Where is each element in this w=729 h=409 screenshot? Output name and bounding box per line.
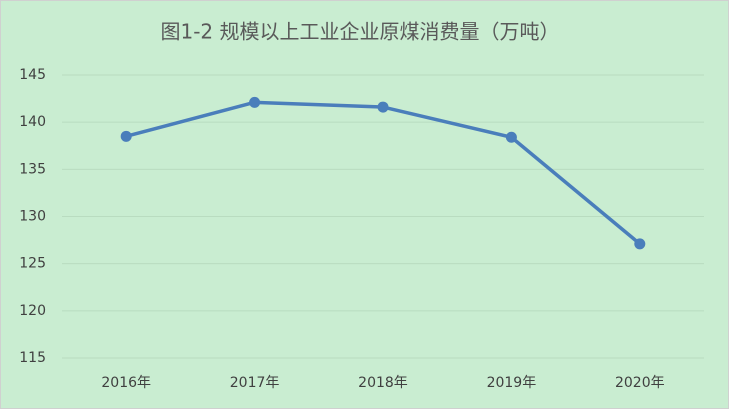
y-tick-label: 135 bbox=[19, 161, 46, 177]
marker bbox=[377, 101, 389, 113]
x-tick-label: 2016年 bbox=[101, 375, 151, 391]
y-tick-label: 130 bbox=[19, 209, 46, 225]
y-tick-label: 140 bbox=[19, 114, 46, 130]
marker bbox=[120, 130, 132, 142]
y-tick-label: 125 bbox=[19, 256, 46, 272]
x-tick-label: 2020年 bbox=[615, 375, 665, 391]
marker bbox=[505, 131, 517, 143]
marker bbox=[634, 238, 646, 250]
y-tick-label: 115 bbox=[19, 350, 46, 366]
y-tick-label: 120 bbox=[19, 303, 46, 319]
x-tick-label: 2017年 bbox=[230, 375, 280, 391]
chart-title: 图1-2 规模以上工业企业原煤消费量（万吨） bbox=[160, 20, 559, 44]
x-tick-label: 2018年 bbox=[358, 375, 408, 391]
line bbox=[125, 100, 641, 246]
marker bbox=[249, 96, 261, 108]
x-tick-label: 2019年 bbox=[487, 375, 537, 391]
y-tick-label: 145 bbox=[19, 67, 46, 83]
